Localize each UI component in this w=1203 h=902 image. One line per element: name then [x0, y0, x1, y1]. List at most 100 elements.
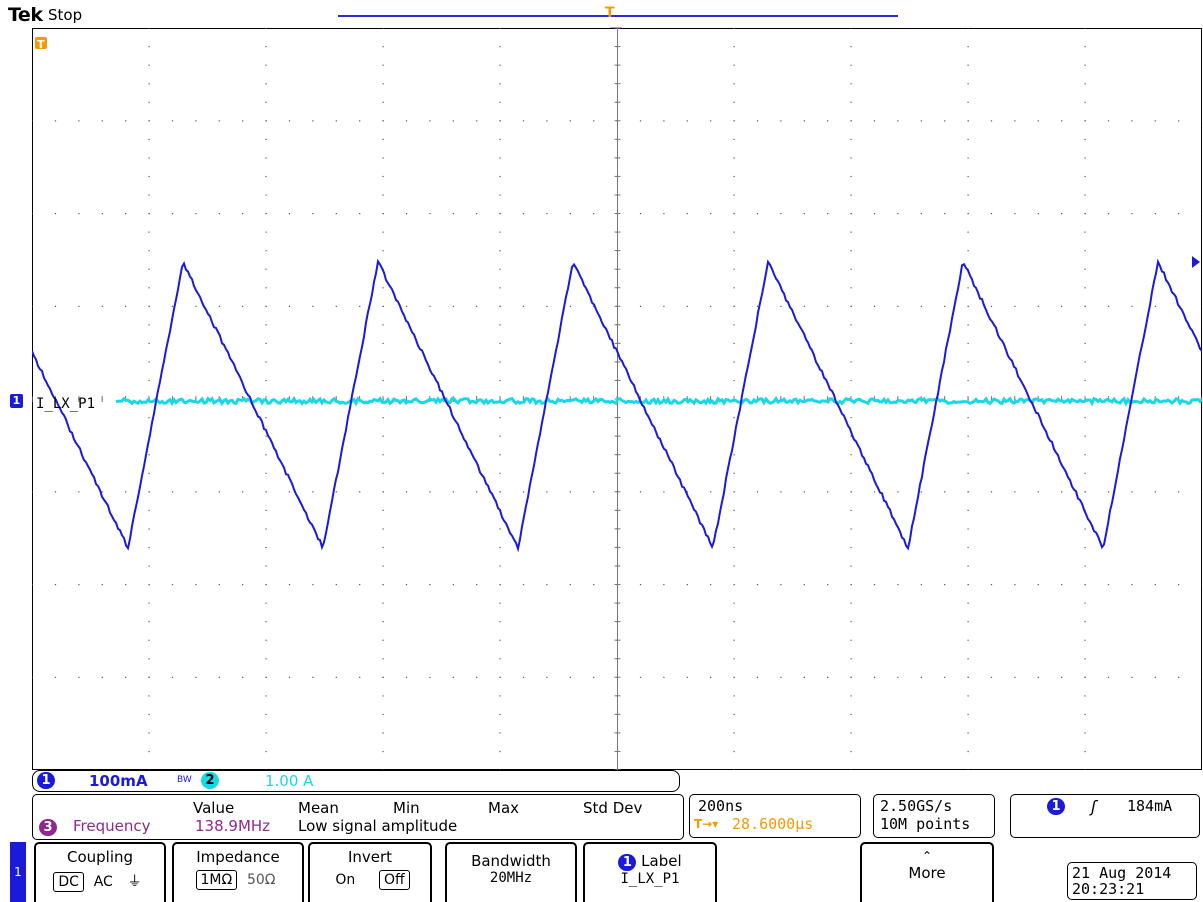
grid-dot	[1037, 305, 1039, 307]
grid-dot	[780, 213, 782, 215]
grid-dot	[733, 565, 735, 567]
grid-dot	[1131, 676, 1133, 678]
grid-dot	[850, 101, 852, 103]
grid-dot	[101, 120, 103, 122]
ch1-position-marker[interactable]: 1	[10, 394, 23, 408]
grid-dot	[1084, 379, 1086, 382]
bandwidth-limit-indicator: BW	[177, 775, 192, 785]
grid-dot	[429, 120, 431, 122]
trigger-position-marker[interactable]: T	[605, 5, 615, 21]
grid-dot	[499, 305, 501, 307]
grid-dot	[382, 732, 384, 734]
grid-dot	[1154, 213, 1156, 215]
grid-dot	[148, 268, 150, 270]
grid-dot	[1014, 305, 1016, 307]
impedance-option-50ohm[interactable]: 50Ω	[246, 872, 276, 888]
grid-dot	[1201, 584, 1202, 586]
acquisition-settings[interactable]: 2.50GS/s 10M points	[873, 794, 995, 838]
grid-dot	[265, 750, 267, 753]
grid-dot	[1084, 750, 1086, 753]
grid-dot	[850, 305, 852, 307]
grid-dot	[1084, 435, 1086, 437]
ch1-trace-label: I_LX_P1	[36, 396, 95, 412]
impedance-button[interactable]: Impedance 1MΩ 50Ω	[172, 842, 304, 902]
grid-dot	[405, 305, 408, 307]
grid-dot	[522, 491, 525, 493]
grid-dot	[1014, 120, 1016, 122]
grid-dot	[1178, 584, 1180, 586]
grid-dot	[1061, 676, 1063, 678]
grid-dot	[265, 46, 267, 48]
trigger-ground-marker[interactable]	[35, 37, 47, 49]
grid-dot	[593, 584, 595, 586]
horizontal-settings[interactable]: 200ns T→▾ 28.6000µs	[689, 794, 861, 838]
grid-dot	[265, 342, 267, 345]
bandwidth-button[interactable]: Bandwidth 20MHz	[445, 842, 577, 902]
grid-dot	[78, 584, 80, 586]
invert-title: Invert	[347, 848, 393, 866]
grid-dot	[1084, 101, 1086, 103]
grid-dot	[1084, 695, 1086, 697]
grid-dot	[967, 250, 969, 252]
grid-dot	[546, 305, 548, 307]
grid-dot	[1178, 213, 1180, 215]
grid-dot	[148, 324, 150, 326]
grid-dot	[1201, 120, 1202, 122]
ch2-scale[interactable]: 1.00 A	[265, 772, 314, 790]
grid-dot	[850, 324, 852, 326]
impedance-option-1mohm[interactable]: 1MΩ	[195, 870, 238, 890]
grid-dot	[265, 713, 267, 716]
coupling-button[interactable]: Coupling DC AC ⏚	[34, 842, 166, 902]
measurement-channel-badge[interactable]: 3	[39, 819, 57, 836]
ch1-scale[interactable]: 100mA	[89, 772, 148, 790]
ch2-badge[interactable]: 2	[201, 772, 219, 789]
menu-channel-tab[interactable]: 1	[10, 842, 26, 902]
coupling-ground-icon[interactable]: ⏚	[127, 874, 142, 890]
measurement-value: 138.9MHz	[195, 817, 271, 835]
grid-dot	[967, 231, 969, 233]
grid-dot	[710, 213, 712, 215]
label-button[interactable]: 1 Label I_LX_P1	[583, 842, 717, 902]
grid-dot	[803, 584, 805, 586]
trigger-level-arrow-icon[interactable]	[1192, 256, 1200, 268]
grid-dot	[125, 491, 127, 493]
label-channel-badge: 1	[618, 854, 637, 871]
grid-dot	[850, 509, 852, 511]
grid-dot	[265, 602, 267, 604]
grid-dot	[967, 46, 969, 48]
grid-dot	[1084, 658, 1086, 660]
grid-dot	[850, 621, 852, 623]
grid-dot	[265, 194, 267, 196]
grid-dot	[733, 676, 735, 678]
grid-dot	[312, 491, 314, 493]
grid-dot	[499, 379, 501, 382]
grid-dot	[148, 732, 150, 734]
ch1-badge[interactable]: 1	[37, 772, 55, 789]
trigger-settings[interactable]: 1 ʃ 184mA	[1010, 794, 1200, 838]
grid-dot	[873, 305, 876, 307]
grid-dot	[1037, 491, 1039, 493]
invert-option-off[interactable]: Off	[379, 870, 410, 890]
waveform-display[interactable]: T I_LX_P1	[32, 28, 1202, 770]
coupling-option-dc[interactable]: DC	[53, 872, 84, 892]
bandwidth-value: 20MHz	[489, 870, 533, 886]
acquisition-state: Stop	[48, 6, 83, 24]
measurement-name: Frequency	[73, 817, 151, 835]
invert-button[interactable]: Invert On Off	[308, 842, 432, 902]
grid-dot	[265, 361, 267, 363]
grid-dot	[897, 120, 899, 122]
grid-dot	[522, 213, 525, 215]
grid-dot	[803, 676, 805, 678]
grid-dot	[265, 305, 267, 307]
grid-dot	[218, 676, 220, 678]
coupling-option-ac[interactable]: AC	[93, 874, 113, 890]
more-button[interactable]: ⌃ More	[860, 842, 994, 902]
grid-dot	[686, 213, 688, 215]
grid-dot	[382, 305, 384, 307]
grid-dot	[780, 491, 782, 493]
invert-option-on[interactable]: On	[335, 872, 356, 888]
grid-dot	[1107, 676, 1110, 678]
grid-dot	[967, 287, 969, 289]
grid-dot	[756, 120, 759, 122]
grid-dot	[1154, 305, 1156, 307]
